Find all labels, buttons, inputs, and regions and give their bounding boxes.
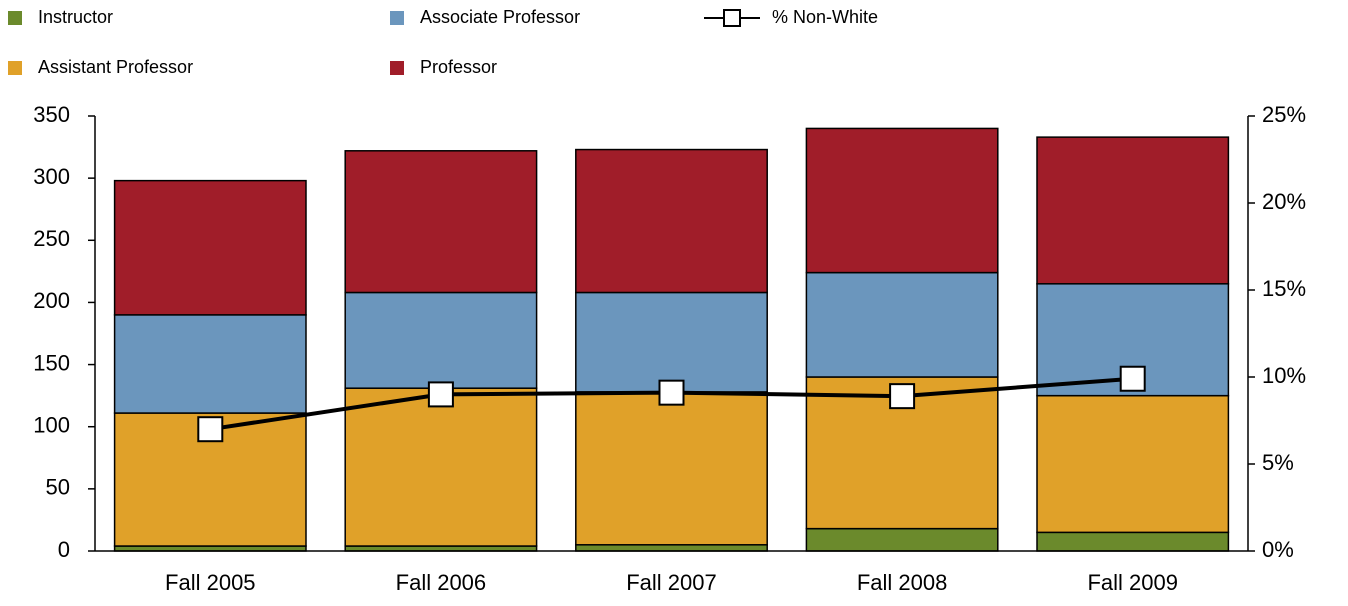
bar-segment bbox=[344, 387, 538, 547]
line-marker bbox=[658, 379, 685, 406]
x-tick-label: Fall 2009 bbox=[1087, 570, 1178, 595]
bar-segment bbox=[1036, 283, 1230, 397]
legend-swatch bbox=[8, 61, 22, 75]
x-tick-label: Fall 2006 bbox=[396, 570, 487, 595]
bar-segment bbox=[113, 314, 307, 414]
y2-tick-label: 10% bbox=[1262, 363, 1306, 388]
bar-segment bbox=[113, 179, 307, 316]
y2-tick-label: 0% bbox=[1262, 537, 1294, 562]
x-tick-label: Fall 2007 bbox=[626, 570, 717, 595]
bar-segment bbox=[575, 148, 768, 294]
legend-label: Professor bbox=[420, 57, 497, 77]
line-marker bbox=[889, 383, 916, 410]
legend-swatch bbox=[8, 11, 22, 25]
y-tick-label: 350 bbox=[33, 102, 70, 127]
legend-label: % Non-White bbox=[772, 7, 878, 27]
bar-segment bbox=[344, 150, 538, 294]
x-tick-label: Fall 2008 bbox=[857, 570, 948, 595]
bar-segment bbox=[575, 391, 768, 546]
legend-swatch bbox=[390, 61, 404, 75]
bar-segment bbox=[1036, 531, 1230, 552]
bar-segment bbox=[575, 291, 768, 393]
bar-segment bbox=[1036, 394, 1230, 534]
line-marker bbox=[427, 381, 454, 408]
bar-segment bbox=[1036, 136, 1230, 285]
legend-marker bbox=[723, 9, 741, 27]
line-marker bbox=[1119, 365, 1146, 392]
x-tick-label: Fall 2005 bbox=[165, 570, 256, 595]
legend-label: Assistant Professor bbox=[38, 57, 193, 77]
y2-tick-label: 5% bbox=[1262, 450, 1294, 475]
legend-label: Associate Professor bbox=[420, 7, 580, 27]
y2-tick-label: 15% bbox=[1262, 276, 1306, 301]
line-marker bbox=[197, 416, 224, 443]
bar-segment bbox=[805, 527, 999, 552]
bar-segment bbox=[805, 127, 999, 274]
y-tick-label: 200 bbox=[33, 288, 70, 313]
bar-segment bbox=[344, 291, 538, 389]
y-tick-label: 0 bbox=[58, 537, 70, 562]
bar-segment bbox=[575, 544, 768, 552]
bar-segment bbox=[805, 271, 999, 378]
y-tick-label: 50 bbox=[46, 475, 70, 500]
y2-tick-label: 20% bbox=[1262, 189, 1306, 214]
y-tick-label: 100 bbox=[33, 413, 70, 438]
y2-tick-label: 25% bbox=[1262, 102, 1306, 127]
y-tick-label: 300 bbox=[33, 164, 70, 189]
y-tick-label: 250 bbox=[33, 226, 70, 251]
y-tick-label: 150 bbox=[33, 350, 70, 375]
legend-swatch bbox=[390, 11, 404, 25]
legend-label: Instructor bbox=[38, 7, 113, 27]
